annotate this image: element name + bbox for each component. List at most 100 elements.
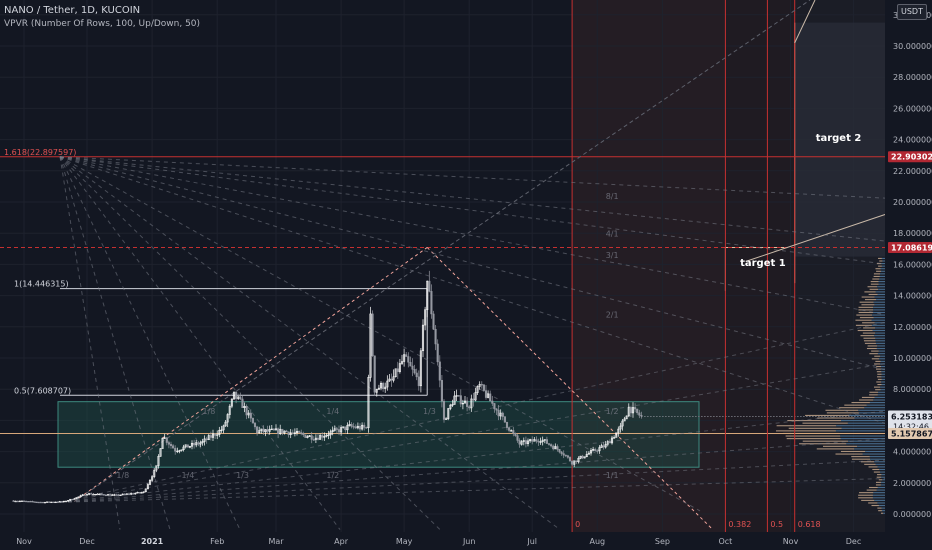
vpvr-row-up bbox=[872, 505, 879, 506]
vpvr-row-down bbox=[878, 466, 885, 467]
candle-body bbox=[214, 434, 216, 436]
candle-body bbox=[582, 456, 584, 458]
candle-body bbox=[17, 501, 19, 502]
vpvr-row-up bbox=[874, 363, 880, 364]
candle-body bbox=[437, 344, 439, 362]
vpvr-row-down bbox=[874, 317, 885, 318]
candle-body bbox=[206, 439, 208, 440]
vpvr-row-up bbox=[858, 495, 873, 496]
vpvr-row-up bbox=[876, 381, 881, 382]
vpvr-row-up bbox=[876, 271, 881, 272]
candle-body bbox=[441, 380, 443, 401]
vpvr-row-up bbox=[876, 482, 881, 483]
vpvr-row-up bbox=[868, 502, 877, 503]
vpvr-row-down bbox=[875, 333, 885, 334]
candle-body bbox=[250, 413, 252, 418]
vpvr-row-down bbox=[865, 451, 885, 452]
candle-body bbox=[416, 373, 418, 377]
vpvr-row-down bbox=[874, 296, 885, 297]
vpvr-row-up bbox=[859, 307, 874, 308]
candle-body bbox=[353, 426, 355, 427]
vpvr-row-down bbox=[881, 389, 885, 390]
vpvr-row-down bbox=[878, 487, 885, 488]
candle-body bbox=[90, 493, 92, 494]
candle-body bbox=[13, 501, 15, 502]
candle-body bbox=[84, 495, 86, 496]
vpvr-row-down bbox=[873, 307, 885, 308]
vpvr-row-up bbox=[862, 322, 875, 323]
time-axis[interactable]: Nov Dec 2021 Feb Mar Apr May Jun Jul Aug Sep Oct Nov… bbox=[0, 532, 932, 550]
candle-body bbox=[170, 444, 172, 445]
symbol-title[interactable]: NANO / Tether, 1D, KUCOIN bbox=[4, 5, 140, 16]
vpvr-row-up bbox=[817, 417, 854, 418]
vpvr-row-up bbox=[867, 490, 877, 491]
candle-body bbox=[548, 444, 550, 445]
vpvr-row-down bbox=[873, 495, 885, 496]
time-tick-label: Dec bbox=[79, 537, 94, 546]
vpvr-row-down bbox=[881, 366, 885, 367]
candle-body bbox=[506, 422, 508, 427]
candle-body bbox=[538, 441, 540, 442]
indicator-title[interactable]: VPVR (Number Of Rows, 100, Up/Down, 50) bbox=[4, 19, 200, 29]
vpvr-row-down bbox=[876, 299, 885, 300]
vpvr-row-down bbox=[858, 410, 885, 411]
vpvr-row-up bbox=[851, 456, 870, 457]
vpvr-row-up bbox=[776, 430, 836, 431]
vpvr-row-up bbox=[865, 299, 876, 300]
vpvr-row-down bbox=[879, 469, 885, 470]
currency-badge[interactable]: USDT bbox=[897, 4, 927, 20]
candle-body bbox=[363, 425, 365, 427]
price-level-label: 22.903020 bbox=[891, 153, 932, 162]
candle-body bbox=[72, 499, 74, 500]
candle-body bbox=[242, 399, 244, 408]
vpvr-row-down bbox=[874, 335, 885, 336]
vpvr-row-down bbox=[876, 340, 885, 341]
candle-body bbox=[498, 410, 500, 416]
candle-body bbox=[494, 403, 496, 408]
candle-body bbox=[561, 452, 563, 454]
candle-body bbox=[303, 433, 305, 434]
gann-fan-label: 1/3 bbox=[236, 471, 249, 480]
vpvr-row-up bbox=[856, 315, 872, 316]
vpvr-row-up bbox=[858, 309, 873, 310]
candle-body bbox=[439, 362, 441, 380]
time-tick-label: 2021 bbox=[141, 537, 164, 546]
time-tick-label: Jun bbox=[462, 537, 476, 546]
candle-body bbox=[391, 379, 393, 380]
vpvr-row-down bbox=[841, 438, 885, 439]
vpvr-row-up bbox=[803, 441, 848, 442]
vpvr-row-up bbox=[876, 369, 881, 370]
vpvr-row-down bbox=[873, 312, 885, 313]
vpvr-row-down bbox=[840, 435, 885, 436]
candle-body bbox=[559, 449, 561, 452]
vpvr-row-up bbox=[874, 276, 880, 277]
candle-body bbox=[198, 443, 200, 445]
vpvr-row-up bbox=[860, 302, 874, 303]
vpvr-row-up bbox=[875, 389, 880, 390]
candle-body bbox=[235, 392, 237, 399]
candle-body bbox=[305, 435, 307, 438]
candle-body bbox=[536, 440, 538, 442]
candle-body bbox=[603, 446, 605, 447]
vpvr-row-down bbox=[870, 456, 885, 457]
candle-body bbox=[546, 440, 548, 444]
vpvr-row-up bbox=[858, 330, 873, 331]
vpvr-row-down bbox=[881, 268, 885, 269]
price-axis[interactable]: 0.0000002.0000004.0000006.0000008.000000… bbox=[885, 0, 932, 532]
candle-body bbox=[172, 446, 174, 448]
gann-fan-label: 1/8 bbox=[203, 407, 216, 416]
vpvr-row-down bbox=[880, 472, 885, 473]
candle-body bbox=[508, 428, 510, 431]
candle-body bbox=[36, 502, 38, 503]
candle-body bbox=[263, 429, 265, 432]
fib-label: 0.5(7.608707) bbox=[14, 386, 71, 395]
vpvr-row-up bbox=[859, 399, 873, 400]
candle-body bbox=[594, 449, 596, 450]
vpvr-row-down bbox=[872, 320, 885, 321]
vpvr-row-down bbox=[881, 371, 885, 372]
vpvr-row-up bbox=[872, 358, 879, 359]
vpvr-row-up bbox=[852, 459, 870, 460]
candle-body bbox=[193, 443, 195, 445]
vpvr-row-down bbox=[874, 461, 885, 462]
